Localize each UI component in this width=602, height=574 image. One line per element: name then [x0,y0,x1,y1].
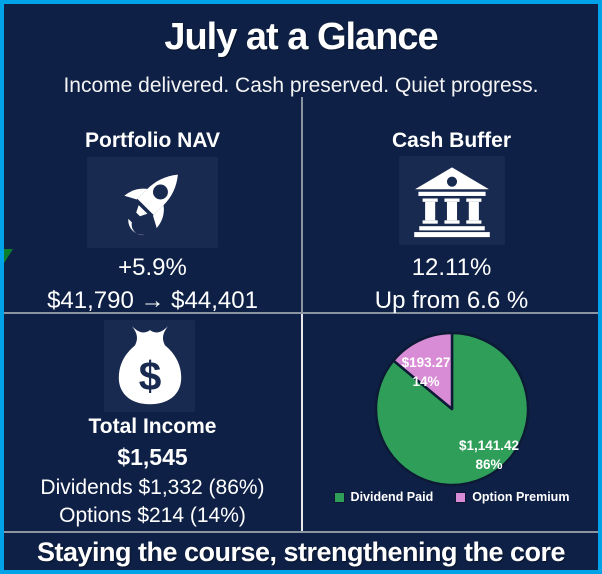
rocket-icon [87,157,218,248]
legend-item-option-premium: Option Premium [455,490,569,504]
bank-icon [399,156,505,245]
legend-swatch-option [455,491,467,503]
ruler-tick [173,0,176,4]
portfolio-nav-detail: $41,790 → $44,401 [47,287,258,314]
legend-item-dividend-paid: Dividend Paid [333,490,434,504]
legend-label-option: Option Premium [472,490,570,504]
svg-text:$: $ [138,353,161,399]
legend-swatch-dividend [333,491,345,503]
portfolio-nav-title: Portfolio NAV [85,129,220,152]
ruler-tick [85,0,88,4]
total-income-dividends: Dividends $1,332 (86%) [40,476,265,499]
vertical-divider-bottom [301,314,303,531]
page-title: July at a Glance [164,16,438,58]
ruler-tick [437,0,440,4]
vertical-divider-top [301,97,303,312]
legend-label-dividend: Dividend Paid [350,490,434,504]
pie-legend: Dividend Paid Option Premium [303,490,598,504]
total-income-title: Total Income [88,415,217,438]
pie-label-dividend-value: $1,141.42 [459,438,519,453]
footer-tagline: Staying the course, strengthening the co… [36,537,566,567]
ruler-tick [349,0,352,4]
cash-buffer-title: Cash Buffer [391,129,512,152]
horizontal-divider-footer [4,531,598,533]
income-pie-chart: $193.27 14% $1,141.42 86% [374,331,530,487]
total-income-options: Options $214 (14%) [59,504,246,527]
cash-buffer-detail: Up from 6.6 % [374,287,529,314]
pie-label-option-value: $193.27 [402,355,451,370]
horizontal-divider-mid [4,312,598,314]
pie-label-option-percent: 14% [412,374,439,389]
cash-buffer-value: 12.11% [411,254,492,281]
total-income-value: $1,545 [117,444,188,470]
pie-label-dividend-percent: 86% [475,457,502,472]
page-subtitle: Income delivered. Cash preserved. Quiet … [63,74,539,97]
green-arrow-artifact [4,249,13,263]
pie-slice-option-premium [392,331,454,411]
ruler-tick [261,0,264,4]
ruler-tick [525,0,528,4]
portfolio-nav-value: +5.9% [118,254,187,281]
money-bag-icon: $ [104,320,195,412]
